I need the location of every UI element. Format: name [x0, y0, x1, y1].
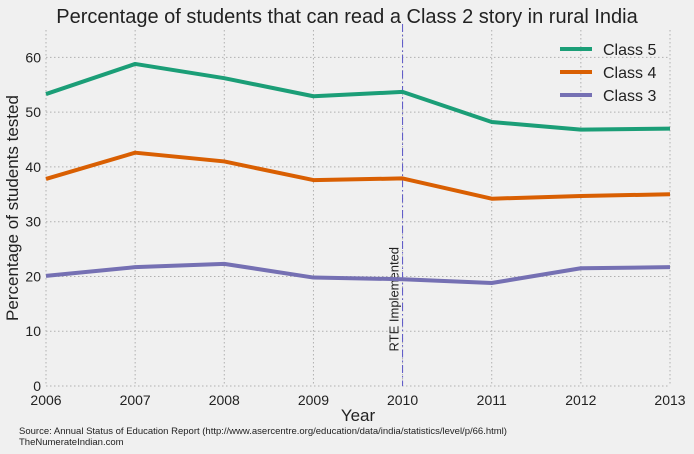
chart-title: Percentage of students that can read a C… [56, 6, 638, 28]
series-line-class-5 [45, 61, 671, 132]
legend: Class 5 Class 4 Class 3 [560, 42, 656, 105]
x-tick-label: 2011 [477, 392, 507, 408]
annotation-group: RTE Implemented [387, 24, 404, 386]
x-tick-label: 2012 [565, 392, 596, 408]
y-tick-label: 50 [25, 104, 41, 120]
x-tick-label: 2006 [30, 392, 61, 408]
x-tick-label: 2008 [209, 392, 240, 408]
y-axis-label: Percentage of students tested [3, 95, 22, 321]
credit-note: TheNumerateIndian.com [19, 437, 124, 448]
series-line-class-4 [45, 150, 671, 201]
legend-label: Class 3 [603, 88, 656, 105]
legend-label: Class 4 [603, 65, 656, 82]
series-line-class-3 [45, 261, 671, 286]
plot-area [46, 30, 670, 386]
x-axis-label: Year [341, 406, 376, 425]
legend-label: Class 5 [603, 42, 656, 59]
series-group [45, 61, 671, 286]
source-note: Source: Annual Status of Education Repor… [19, 426, 507, 437]
y-tick-label: 20 [25, 268, 41, 284]
rte-annotation-label: RTE Implemented [387, 247, 402, 352]
y-tick-label: 0 [33, 378, 41, 394]
tick-labels: 2006 2007 2008 2009 2010 2011 2012 2013 0 10 20 30 4… [25, 49, 685, 408]
x-tick-label: 2013 [654, 392, 685, 408]
x-tick-label: 2010 [387, 392, 418, 408]
y-tick-label: 30 [25, 214, 41, 230]
x-tick-label: 2007 [120, 392, 151, 408]
y-tick-label: 10 [25, 323, 41, 339]
y-tick-label: 40 [25, 159, 41, 175]
y-tick-label: 60 [25, 49, 41, 65]
x-tick-label: 2009 [298, 392, 329, 408]
